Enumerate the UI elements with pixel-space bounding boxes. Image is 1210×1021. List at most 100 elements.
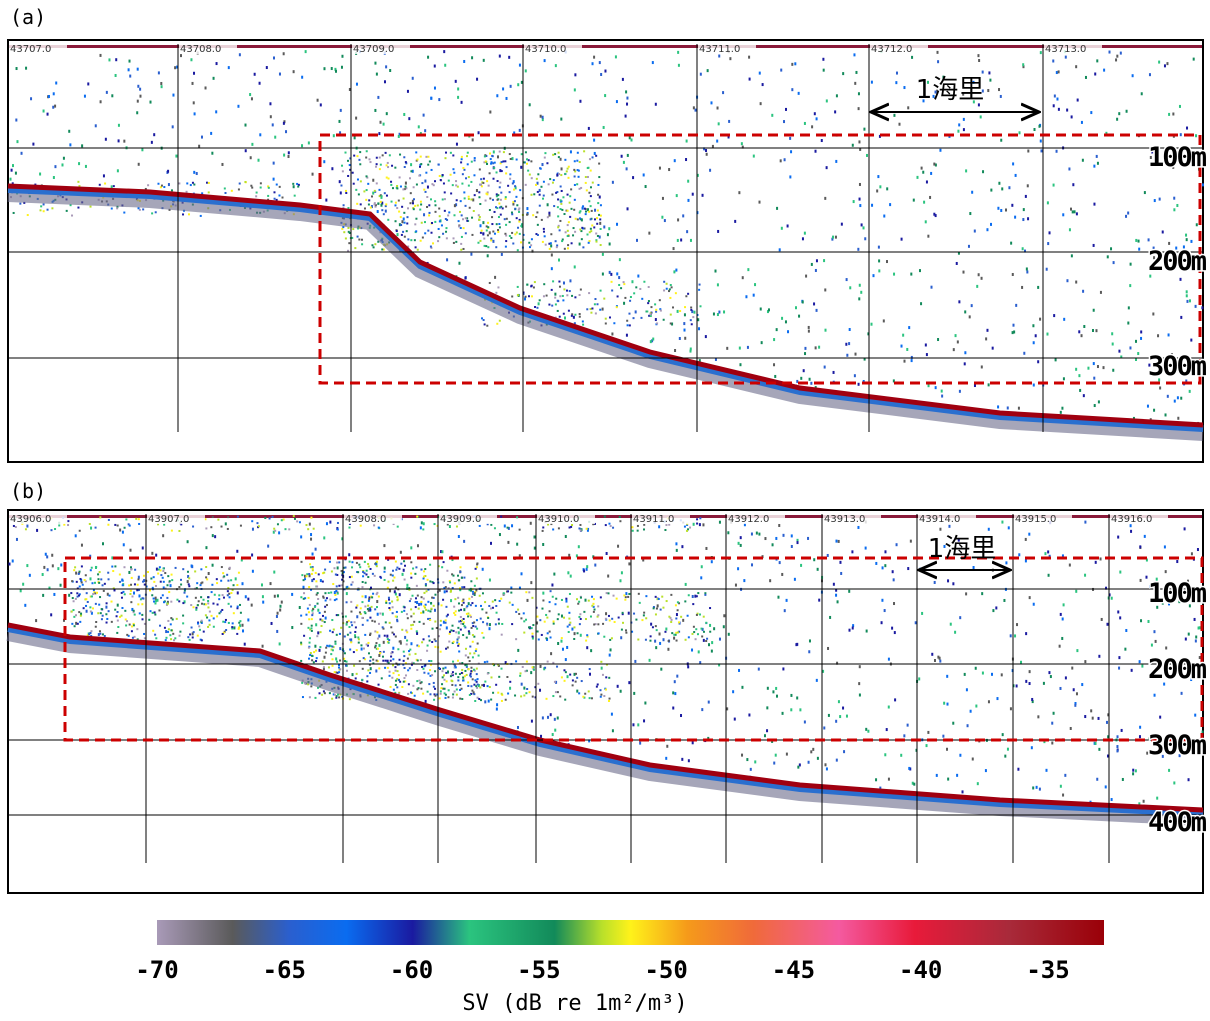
school-echo <box>199 629 201 631</box>
echo-speck <box>1053 314 1055 317</box>
school-echo <box>580 187 582 189</box>
echo-speck <box>997 207 999 210</box>
echo-speck <box>317 609 319 612</box>
school-echo <box>531 295 533 297</box>
school-echo <box>366 175 368 177</box>
echo-speck <box>542 543 544 546</box>
school-echo <box>423 576 425 578</box>
echo-speck <box>521 683 523 686</box>
echo-speck <box>1033 603 1035 606</box>
school-echo <box>218 598 220 600</box>
school-echo <box>402 188 404 190</box>
echo-speck <box>855 353 857 356</box>
school-echo <box>505 240 507 242</box>
echo-speck <box>441 550 443 553</box>
echo-speck <box>626 103 628 106</box>
echo-speck <box>650 340 652 343</box>
colorbar-tick-label: -35 <box>1026 956 1069 984</box>
echo-speck <box>603 225 605 228</box>
echo-speck <box>791 545 793 548</box>
school-echo <box>519 529 521 531</box>
echo-speck <box>1003 599 1005 602</box>
echo-speck <box>187 540 189 543</box>
school-echo <box>523 620 525 622</box>
school-echo <box>561 676 563 678</box>
school-echo <box>346 601 348 603</box>
echo-speck <box>1119 616 1121 619</box>
echo-speck <box>1098 717 1100 720</box>
school-echo <box>606 592 608 594</box>
school-echo <box>498 223 500 225</box>
echo-speck <box>553 573 555 576</box>
school-echo <box>403 198 405 200</box>
echo-speck <box>616 223 618 226</box>
school-echo <box>355 607 357 609</box>
school-echo <box>458 620 460 622</box>
school-echo <box>597 202 599 204</box>
echo-speck <box>1025 559 1027 562</box>
school-echo <box>531 597 533 599</box>
echo-speck <box>775 537 777 540</box>
echo-speck <box>482 221 484 224</box>
school-echo <box>360 607 362 609</box>
echo-speck <box>51 554 53 557</box>
echo-speck <box>942 735 944 738</box>
echo-speck <box>1093 244 1095 247</box>
echo-speck <box>1033 384 1035 387</box>
echo-speck <box>672 691 674 694</box>
echo-speck <box>687 665 689 668</box>
school-echo <box>452 661 454 663</box>
echo-speck <box>965 169 967 172</box>
school-echo <box>605 524 607 526</box>
echo-speck <box>971 191 973 194</box>
echo-speck <box>138 594 140 597</box>
school-echo <box>349 561 351 563</box>
echo-speck <box>688 759 690 762</box>
school-echo <box>416 516 418 518</box>
echo-speck <box>417 544 419 547</box>
school-echo <box>623 594 625 596</box>
school-echo <box>448 211 450 213</box>
school-echo <box>579 217 581 219</box>
school-echo <box>387 166 389 168</box>
echo-speck <box>603 126 605 129</box>
school-echo <box>573 626 575 628</box>
school-echo <box>423 605 425 607</box>
echo-speck <box>790 150 792 153</box>
school-echo <box>661 596 663 598</box>
school-echo <box>108 578 110 580</box>
school-echo <box>650 635 652 637</box>
school-echo <box>337 522 339 524</box>
echo-speck <box>434 609 436 612</box>
ping-label: 43906.0 <box>10 514 51 525</box>
school-echo <box>489 686 491 688</box>
echo-speck <box>544 59 546 62</box>
school-echo <box>670 594 672 596</box>
echo-speck <box>191 564 193 567</box>
echo-speck <box>846 715 848 718</box>
school-echo <box>423 592 425 594</box>
school-echo <box>396 230 398 232</box>
school-echo <box>479 595 481 597</box>
echo-speck <box>743 579 745 582</box>
school-echo <box>489 153 491 155</box>
school-echo <box>88 633 90 635</box>
echo-speck <box>1106 721 1108 724</box>
echo-speck <box>1053 712 1055 715</box>
school-echo <box>133 610 135 612</box>
school-echo <box>443 674 445 676</box>
school-echo <box>494 233 496 235</box>
echo-speck <box>664 219 666 222</box>
echo-speck <box>841 223 843 226</box>
echo-speck <box>235 577 237 580</box>
echo-speck <box>842 707 844 710</box>
school-echo <box>197 635 199 637</box>
echo-speck <box>1155 640 1157 643</box>
school-echo <box>166 597 168 599</box>
school-echo <box>505 699 507 701</box>
school-echo <box>407 669 409 671</box>
school-echo <box>427 579 429 581</box>
school-echo <box>403 560 405 562</box>
school-echo <box>390 626 392 628</box>
echo-speck <box>589 673 591 676</box>
